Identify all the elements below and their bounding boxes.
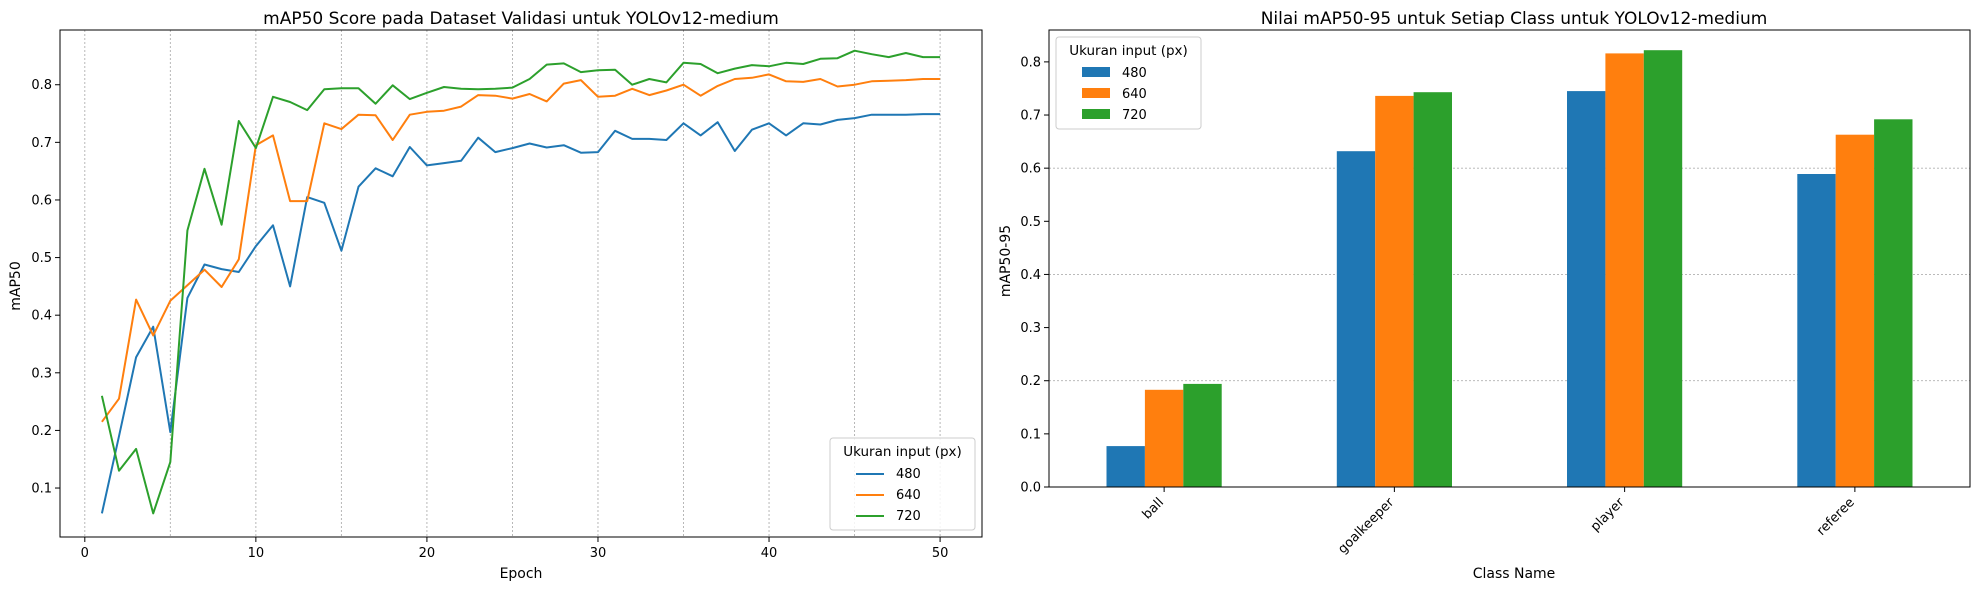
line-chart-legend: Ukuran input (px) 480 640 720 <box>829 437 976 531</box>
series-line-480 <box>100 113 941 514</box>
y-tick-label: 0.6 <box>1020 162 1041 177</box>
legend-label-480: 480 <box>896 467 921 482</box>
legend-title: Ukuran input (px) <box>843 444 962 460</box>
legend-title: Ukuran input (px) <box>1069 43 1188 59</box>
bar-chart-map50-95: Nilai mAP50-95 untuk Setiap Class untuk … <box>998 9 1971 582</box>
bar-referee-720 <box>1874 119 1913 488</box>
y-tick-label: 0.5 <box>1020 215 1041 230</box>
y-tick-label: 0.7 <box>1020 109 1041 124</box>
bar-ball-720 <box>1183 383 1222 487</box>
legend-box <box>829 437 976 531</box>
legend-label-640: 640 <box>896 488 921 503</box>
legend-label-720: 720 <box>896 509 921 524</box>
bar-referee-640 <box>1835 134 1875 487</box>
y-tick-label: 0.1 <box>31 482 52 497</box>
plot-frame <box>59 29 983 538</box>
bar-ball-640 <box>1144 389 1184 487</box>
y-tick-label: 0.5 <box>31 251 52 266</box>
y-tick-label: 0.7 <box>31 136 52 151</box>
bar-referee-480 <box>1797 174 1836 487</box>
x-tick-label: goalkeeper <box>1335 495 1397 557</box>
bar-goalkeeper-480 <box>1336 151 1376 487</box>
y-tick-label: 0.2 <box>1020 374 1041 389</box>
bar-chart-ylabel: mAP50-95 <box>998 225 1014 297</box>
line-chart-title: mAP50 Score pada Dataset Validasi untuk … <box>263 9 779 29</box>
legend-swatch-720 <box>1082 109 1110 119</box>
bar-chart-xlabel: Class Name <box>1473 566 1556 582</box>
plot-frame <box>1048 29 1971 488</box>
x-tick-label: 50 <box>932 546 949 561</box>
legend-swatch-640 <box>1082 88 1110 98</box>
x-tick-label: referee <box>1814 495 1858 539</box>
x-tick-label: player <box>1588 495 1628 535</box>
x-tick-label: ball <box>1140 495 1167 522</box>
legend-label-720: 720 <box>1122 108 1147 123</box>
y-tick-label: 0.4 <box>31 309 52 324</box>
x-tick-label: 30 <box>590 546 607 561</box>
y-tick-label: 0.6 <box>31 193 52 208</box>
y-tick-label: 0.8 <box>31 78 52 93</box>
bar-goalkeeper-720 <box>1413 92 1452 487</box>
x-tick-label: 40 <box>761 546 778 561</box>
series-line-720 <box>100 49 941 515</box>
bar-player-640 <box>1605 53 1644 488</box>
y-tick-label: 0.2 <box>31 424 52 439</box>
x-tick-label: 0 <box>81 546 89 561</box>
bar-chart-title: Nilai mAP50-95 untuk Setiap Class untuk … <box>1261 9 1768 29</box>
bar-goalkeeper-640 <box>1375 95 1414 488</box>
legend-label-640: 640 <box>1122 87 1147 102</box>
y-tick-label: 0.3 <box>31 366 52 381</box>
series-line-640 <box>101 73 941 423</box>
y-tick-label: 0.1 <box>1020 427 1041 442</box>
y-tick-label: 0.8 <box>1020 55 1041 70</box>
legend-box <box>1055 36 1202 130</box>
bar-player-720 <box>1643 50 1683 487</box>
line-chart-xlabel: Epoch <box>500 566 543 582</box>
line-chart-ylabel: mAP50 <box>8 261 24 310</box>
bar-ball-480 <box>1106 446 1145 487</box>
x-tick-label: 10 <box>248 546 265 561</box>
y-tick-label: 0.3 <box>1020 321 1041 336</box>
line-chart-map50: mAP50 Score pada Dataset Validasi untuk … <box>8 9 983 582</box>
x-tick-label: 20 <box>419 546 436 561</box>
y-tick-label: 0.0 <box>1020 481 1041 496</box>
legend-label-480: 480 <box>1122 66 1147 81</box>
bar-player-480 <box>1567 91 1606 487</box>
y-tick-label: 0.4 <box>1020 268 1041 283</box>
legend-swatch-480 <box>1082 67 1110 77</box>
bar-chart-legend: Ukuran input (px) 480 640 720 <box>1055 36 1202 130</box>
